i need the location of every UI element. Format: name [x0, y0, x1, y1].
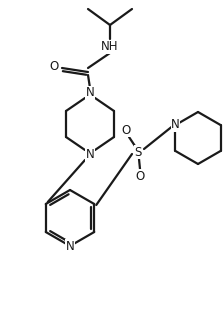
Text: O: O — [121, 123, 131, 137]
Text: S: S — [134, 146, 142, 158]
Text: O: O — [49, 59, 59, 73]
Text: O: O — [135, 170, 145, 182]
Text: NH: NH — [101, 41, 119, 53]
Text: N: N — [86, 86, 94, 100]
Text: N: N — [171, 118, 180, 131]
Text: N: N — [86, 148, 94, 161]
Text: N: N — [66, 240, 74, 252]
